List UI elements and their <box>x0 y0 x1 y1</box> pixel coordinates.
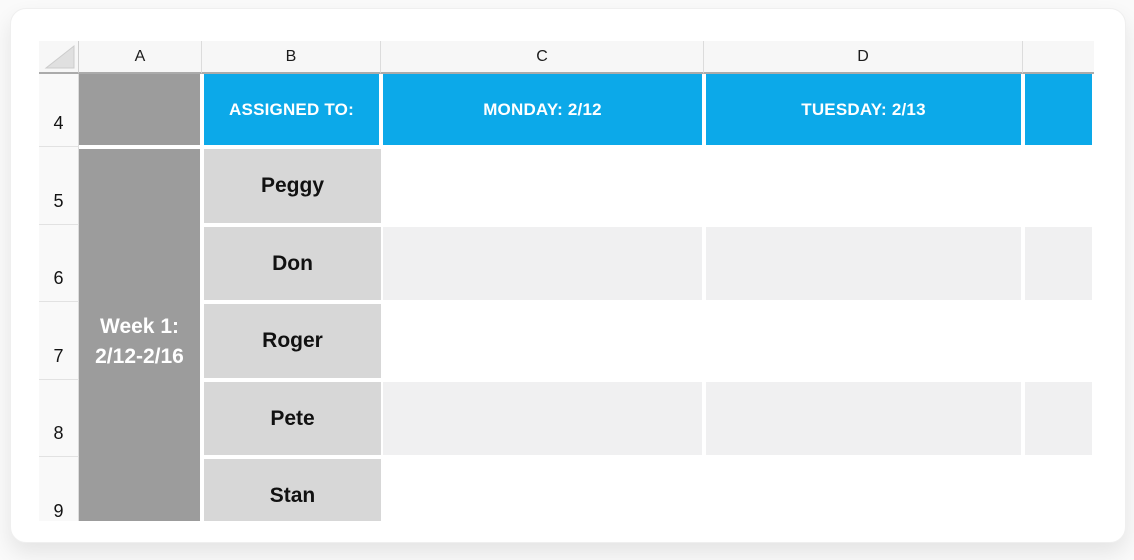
cell-e8[interactable] <box>1023 380 1094 457</box>
row-header-4[interactable]: 4 <box>39 74 79 147</box>
row-header-9[interactable]: 9 <box>39 457 79 521</box>
cell-a4[interactable] <box>79 74 202 147</box>
cell-b7-name[interactable]: Roger <box>202 302 381 380</box>
sheet-grid: A B C D 4 5 6 7 8 9 ASSIGNED TO: MONDAY:… <box>39 41 1094 521</box>
cell-e4-partial[interactable] <box>1023 74 1094 147</box>
spreadsheet-card: A B C D 4 5 6 7 8 9 ASSIGNED TO: MONDAY:… <box>10 8 1126 543</box>
cell-d6[interactable] <box>704 225 1023 302</box>
cell-b6-name[interactable]: Don <box>202 225 381 302</box>
row-header-7[interactable]: 7 <box>39 302 79 380</box>
cell-d4-tuesday[interactable]: TUESDAY: 2/13 <box>704 74 1023 147</box>
cell-e7[interactable] <box>1023 302 1094 380</box>
column-header-e-partial[interactable] <box>1023 41 1094 74</box>
cell-b5-name[interactable]: Peggy <box>202 147 381 225</box>
row-header-6[interactable]: 6 <box>39 225 79 302</box>
select-all-corner[interactable] <box>39 41 79 74</box>
cell-c8[interactable] <box>381 380 704 457</box>
cell-e6[interactable] <box>1023 225 1094 302</box>
week-label-line1: Week 1: <box>100 315 179 338</box>
row-header-8[interactable]: 8 <box>39 380 79 457</box>
row-header-5[interactable]: 5 <box>39 147 79 225</box>
column-header-a[interactable]: A <box>79 41 202 74</box>
cell-d9[interactable] <box>704 457 1023 521</box>
cell-week-label[interactable]: Week 1: 2/12-2/16 <box>79 147 202 521</box>
cell-d7[interactable] <box>704 302 1023 380</box>
cell-d5[interactable] <box>704 147 1023 225</box>
column-header-c[interactable]: C <box>381 41 704 74</box>
cell-b4-assigned-to[interactable]: ASSIGNED TO: <box>202 74 381 147</box>
cell-b9-name[interactable]: Stan <box>202 457 381 521</box>
column-header-b[interactable]: B <box>202 41 381 74</box>
cell-c7[interactable] <box>381 302 704 380</box>
cell-c6[interactable] <box>381 225 704 302</box>
cell-e5[interactable] <box>1023 147 1094 225</box>
cell-c5[interactable] <box>381 147 704 225</box>
cell-b8-name[interactable]: Pete <box>202 380 381 457</box>
cell-c9[interactable] <box>381 457 704 521</box>
week-label-line2: 2/12-2/16 <box>95 345 184 368</box>
spreadsheet: A B C D 4 5 6 7 8 9 ASSIGNED TO: MONDAY:… <box>39 41 1094 521</box>
cell-e9[interactable] <box>1023 457 1094 521</box>
column-header-d[interactable]: D <box>704 41 1023 74</box>
cell-d8[interactable] <box>704 380 1023 457</box>
cell-c4-monday[interactable]: MONDAY: 2/12 <box>381 74 704 147</box>
